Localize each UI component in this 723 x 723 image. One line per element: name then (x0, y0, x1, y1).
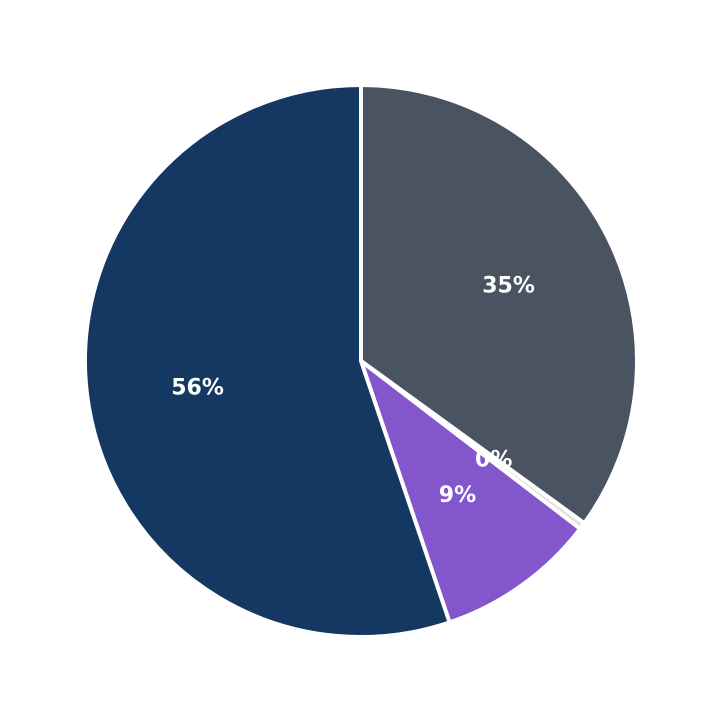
slice-label: 35% (482, 273, 535, 298)
slice-label: 9% (439, 483, 476, 508)
pie-slices (83, 83, 639, 639)
slice-label: 0% (475, 448, 512, 473)
pie-slice (359, 359, 583, 625)
pie-labels: 35% 0% 9% 56% (171, 273, 535, 508)
slice-label: 56% (171, 375, 224, 400)
pie-slice (359, 83, 639, 526)
pie-slice (83, 83, 452, 639)
